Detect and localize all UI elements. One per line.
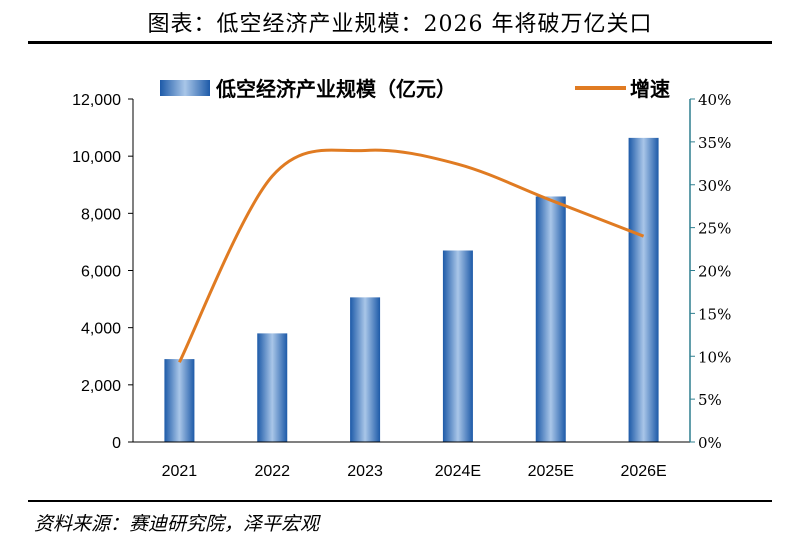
bar-2023 [350,297,381,442]
y-left-tick-label: 2,000 [81,378,121,395]
y-right-tick-label: 0% [698,434,722,452]
y-left-tick-label: 4,000 [81,321,121,338]
legend-bar-swatch [160,80,210,96]
chart-title: 图表：低空经济产业规模：2026 年将破万亿关口 [147,12,653,37]
x-tick-label: 2021 [162,463,198,480]
y-left-tick-label: 8,000 [81,206,121,223]
x-tick-label: 2023 [347,463,383,480]
growth-rate-line [178,148,645,363]
y-right-tick-label: 30% [698,177,731,195]
y-left-tick-label: 0 [112,435,121,452]
y-right-tick-label: 10% [698,348,731,366]
y-right-tick-label: 5% [698,391,722,409]
bar-2021 [164,359,195,442]
y-right-tick-label: 35% [698,134,731,152]
title-divider [28,41,772,44]
bar-2024E [442,250,473,442]
bar-2022 [257,333,288,442]
y-left-tick-label: 12,000 [72,92,121,109]
legend-line-label: 增速 [630,77,670,101]
y-right-tick-label: 40% [698,91,731,109]
y-right-tick-label: 20% [698,263,731,281]
x-tick-label: 2025E [528,463,574,480]
source-note: 资料来源：赛迪研究院，泽平宏观 [34,513,320,535]
y-left-tick-label: 10,000 [72,149,121,166]
x-tick-label: 2024E [435,463,481,480]
y-left-tick-label: 6,000 [81,264,121,281]
x-tick-label: 2022 [254,463,290,480]
source-divider [28,500,772,502]
x-tick-label: 2026E [620,463,666,480]
legend-bar-label: 低空经济产业规模（亿元） [215,77,456,101]
legend: 低空经济产业规模（亿元） 增速 [160,77,670,101]
chart: 低空经济产业规模（亿元） 增速 0 2,000 4,000 6,000 8,000 10,… [72,77,731,480]
y-right-tick-label: 25% [698,220,731,238]
bar-2026E [628,137,659,442]
y-right-tick-label: 15% [698,305,731,323]
bar-2025E [535,196,566,442]
